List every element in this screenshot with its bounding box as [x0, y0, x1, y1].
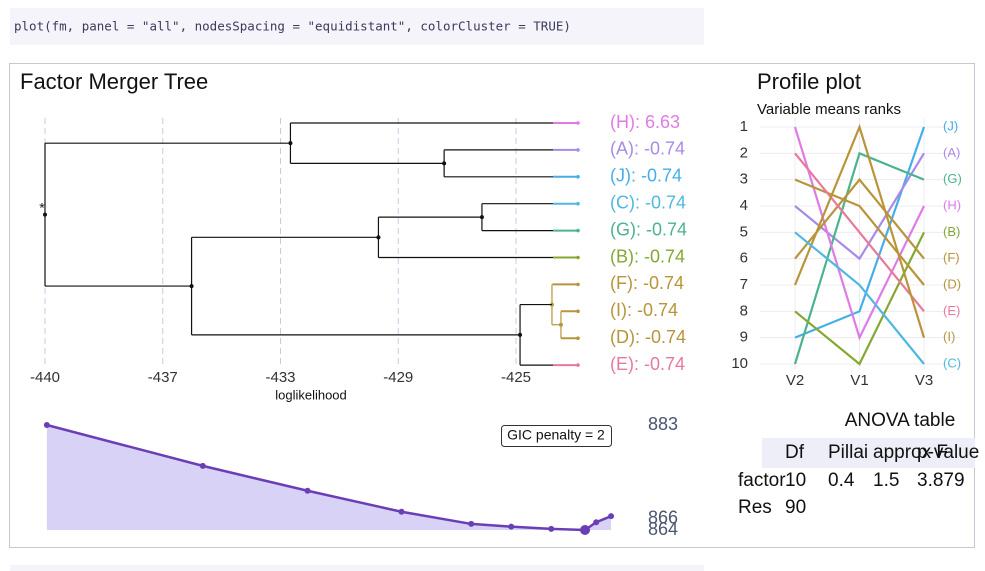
x-tick-label: V1: [850, 372, 868, 389]
y-tick-label: 866: [648, 508, 678, 528]
series-line: [793, 123, 926, 338]
leaf-label: (B): -0.74: [610, 246, 685, 266]
x-axis-label: loglikelihood: [275, 387, 347, 402]
table-header-bg: [762, 438, 975, 468]
x-tick-label: -429: [383, 369, 413, 386]
table-header: Pillai: [828, 442, 868, 463]
series-line: [794, 231, 925, 366]
table-cell: 90: [785, 497, 806, 518]
leaf-label: (I): -0.74: [610, 300, 678, 320]
table-cell: 0.4: [828, 470, 855, 491]
table-header: p-value: [917, 442, 979, 463]
code: plot(fm, panel = "all", nodesSpacing = "…: [14, 19, 571, 34]
table-cell: 1.5: [873, 470, 899, 491]
series-label: (C): [943, 355, 961, 370]
profile-title: Profile plot: [757, 69, 861, 94]
y-tick-label: 6: [740, 250, 748, 267]
table-title: ANOVA table: [845, 410, 956, 431]
x-tick-label: V2: [786, 372, 804, 389]
annotation: GIC penalty = 2: [507, 427, 605, 443]
y-tick-label: 864: [648, 519, 678, 539]
gic-point: [593, 519, 600, 526]
series-label: (D): [943, 276, 961, 291]
x-tick-label: -440: [30, 369, 60, 386]
leaf-label: (H): 6.63: [610, 112, 680, 132]
code-block: [10, 8, 704, 45]
root-label: *: [39, 199, 45, 215]
table-cell: 10: [785, 470, 806, 491]
y-tick-label: 10: [731, 355, 748, 372]
y-tick-label: 7: [740, 276, 748, 293]
gic-area: [46, 425, 612, 530]
series-line: [794, 152, 925, 313]
series-label: (H): [943, 197, 961, 212]
leaf-label: (D): -0.74: [610, 327, 686, 347]
y-tick-label: 5: [740, 223, 748, 240]
leaf-label: (A): -0.74: [610, 139, 685, 159]
series-label: (E): [943, 303, 960, 318]
table-cell: Res: [738, 497, 772, 518]
y-tick-label: 4: [740, 197, 748, 214]
series-line: [794, 152, 925, 261]
y-tick-label: 8: [740, 302, 748, 319]
table-header: Df: [785, 442, 805, 463]
series-label: (F): [943, 250, 960, 265]
gic-point: [608, 513, 615, 520]
leaf-label: (E): -0.74: [610, 354, 685, 374]
y-tick-label: 1: [740, 118, 748, 135]
leaf-label: (J): -0.74: [610, 166, 682, 186]
gic-point: [199, 462, 206, 469]
y-tick-label: 3: [740, 171, 748, 188]
series-line: [793, 151, 925, 365]
y-tick-label: 2: [740, 144, 748, 161]
gic-point: [508, 523, 515, 530]
profile-subtitle: Variable means ranks: [757, 101, 901, 118]
x-tick-label: V3: [915, 372, 933, 389]
code-block-next: [10, 565, 704, 571]
series-line: [794, 178, 925, 286]
table-header: approx F: [873, 442, 948, 463]
series-label: (G): [943, 171, 962, 186]
x-tick-label: -425: [501, 369, 531, 386]
series-label: (J): [943, 118, 958, 133]
leaf-label: (G): -0.74: [610, 219, 687, 239]
leaf-label: (C): -0.74: [610, 192, 686, 212]
table-cell: 3.879: [917, 470, 965, 491]
gic-line: [46, 423, 612, 532]
y-tick-label: 883: [648, 414, 678, 434]
series-line: [793, 126, 925, 341]
gic-point: [468, 520, 475, 527]
annotation-box: [501, 425, 612, 447]
series-label: (A): [943, 145, 960, 160]
series-label: (B): [943, 224, 960, 239]
x-tick-label: -433: [265, 369, 295, 386]
x-tick-label: -437: [148, 369, 178, 386]
table-cell: factor: [738, 470, 786, 491]
y-tick-label: 9: [740, 329, 748, 346]
gic-point: [304, 487, 311, 494]
merge-node: [43, 212, 47, 217]
gic-point: [398, 508, 405, 515]
gic-point: [43, 422, 50, 428]
series-label: (I): [943, 329, 955, 344]
gic-point: [548, 525, 555, 532]
gic-point: [580, 525, 591, 535]
series-line: [794, 231, 925, 365]
leaf-label: (F): -0.74: [610, 273, 684, 293]
tree-title: Factor Merger Tree: [20, 69, 208, 94]
